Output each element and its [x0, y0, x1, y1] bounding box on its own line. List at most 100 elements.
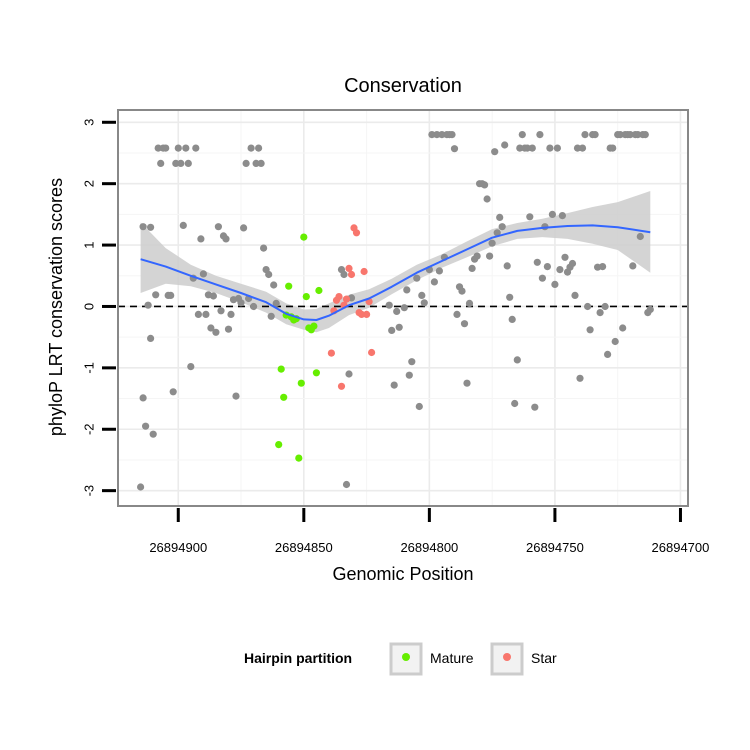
point-other [508, 315, 516, 323]
point-other [174, 144, 182, 152]
smooth-curve [140, 224, 651, 321]
point-other [144, 301, 152, 309]
point-other [506, 293, 514, 301]
point-other [483, 195, 491, 203]
point-other [526, 213, 534, 221]
point-other [257, 159, 265, 167]
point-other [202, 310, 210, 318]
point-other [558, 212, 567, 220]
point-mature [297, 379, 305, 387]
point-other [212, 328, 220, 336]
x-axis: 26894900 26894850 26894800 26894750 26894700 [149, 508, 709, 555]
point-other [428, 131, 436, 139]
point-other [408, 358, 416, 366]
point-other [172, 159, 180, 167]
point-other [465, 299, 474, 307]
point-other [538, 274, 547, 282]
point-other [641, 131, 649, 139]
point-other [551, 280, 559, 288]
point-mature [275, 441, 283, 449]
point-other [463, 379, 471, 387]
smooth-line [140, 224, 651, 321]
point-other [533, 258, 541, 266]
point-star [352, 229, 361, 237]
point-other [626, 131, 634, 139]
point-other [601, 302, 609, 311]
x-tick-label: 26894900 [149, 540, 207, 555]
legend: Hairpin partition Mature Star [244, 642, 557, 676]
x-tick-label: 26894700 [652, 540, 710, 555]
point-other [503, 262, 511, 270]
point-other [154, 144, 162, 152]
point-star [360, 267, 368, 276]
legend-label-star: Star [531, 650, 557, 666]
point-other [403, 286, 411, 294]
point-other [501, 141, 509, 149]
point-other [147, 223, 155, 231]
point-other [556, 266, 564, 274]
y-axis: -3 -2 -1 0 1 2 3 [81, 119, 116, 497]
point-other [345, 370, 353, 378]
point-other [591, 131, 599, 139]
point-star [327, 349, 335, 357]
point-other [252, 159, 260, 167]
point-other [619, 324, 627, 332]
point-other [415, 402, 423, 411]
point-other [468, 264, 476, 272]
point-other [260, 244, 268, 252]
point-mature [315, 286, 323, 295]
y-axis-title: phyloP LRT conservation scores [46, 178, 66, 436]
point-other [413, 274, 421, 282]
point-other [576, 374, 584, 382]
point-other [636, 232, 644, 241]
point-other [237, 299, 245, 307]
point-star [335, 293, 343, 301]
point-other [646, 305, 654, 314]
point-other [568, 259, 577, 268]
point-other [192, 144, 200, 152]
y-tick-label: 0 [81, 303, 96, 310]
point-other [340, 270, 348, 279]
legend-label-mature: Mature [430, 650, 474, 666]
point-other [207, 324, 215, 332]
point-other [199, 270, 207, 278]
y-tick-label: -1 [81, 362, 96, 374]
point-other [385, 301, 393, 309]
point-star [342, 295, 351, 303]
point-other [388, 326, 396, 334]
point-other [611, 337, 619, 346]
grid [118, 110, 688, 506]
point-other [561, 253, 569, 261]
point-other [162, 144, 170, 152]
point-other [167, 291, 175, 299]
point-other [473, 252, 481, 260]
point-other [147, 334, 155, 342]
point-other [536, 131, 544, 139]
point-other [242, 159, 250, 167]
point-other [240, 224, 248, 232]
point-other [209, 292, 217, 300]
point-other [395, 323, 403, 331]
point-other [496, 213, 504, 221]
point-other [486, 252, 494, 260]
y-tick-label: -3 [81, 485, 96, 497]
data-points [137, 131, 654, 491]
point-other [197, 235, 205, 243]
point-other [177, 159, 185, 167]
point-other [435, 267, 443, 275]
x-tick-label: 26894800 [400, 540, 458, 555]
x-axis-title: Genomic Position [332, 564, 473, 584]
point-mature [312, 369, 320, 377]
confidence-band [140, 191, 651, 333]
point-other [488, 239, 496, 247]
point-other [139, 223, 147, 231]
point-other [584, 302, 592, 311]
point-mature [295, 454, 303, 462]
point-other [596, 309, 604, 317]
point-other [187, 363, 195, 371]
point-other [267, 312, 275, 320]
point-other [157, 159, 165, 167]
y-tick-label: 1 [81, 241, 96, 248]
point-other [255, 144, 263, 152]
